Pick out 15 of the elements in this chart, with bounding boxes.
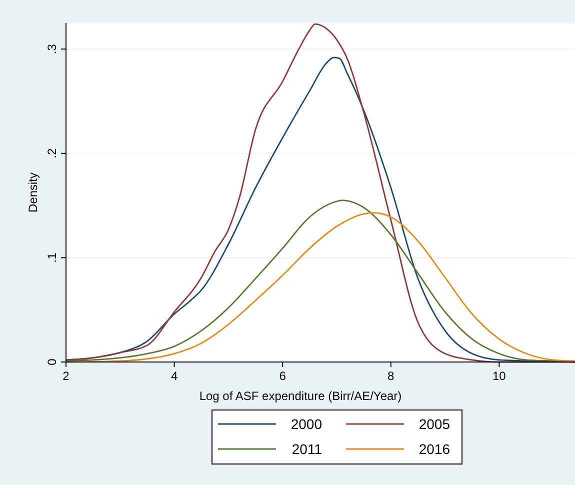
- y-tick-label: .1: [45, 252, 59, 263]
- x-tick-label: 4: [170, 369, 178, 383]
- x-tick-label: 6: [279, 369, 286, 383]
- legend-label: 2000: [290, 416, 322, 432]
- legend-label: 2005: [418, 416, 450, 432]
- y-tick-label: .2: [45, 148, 59, 158]
- legend-label: 2011: [292, 441, 322, 457]
- y-tick-label: 0: [45, 358, 59, 366]
- x-tick-label: 8: [388, 369, 395, 383]
- x-tick-label: 2: [62, 369, 70, 383]
- y-tick-label: .3: [45, 44, 59, 54]
- y-axis-title: Density: [26, 172, 40, 213]
- legend-label: 2016: [418, 441, 450, 457]
- x-tick-label: 10: [492, 369, 506, 383]
- x-axis-title: Log of ASF expenditure (Birr/AE/Year): [199, 389, 402, 403]
